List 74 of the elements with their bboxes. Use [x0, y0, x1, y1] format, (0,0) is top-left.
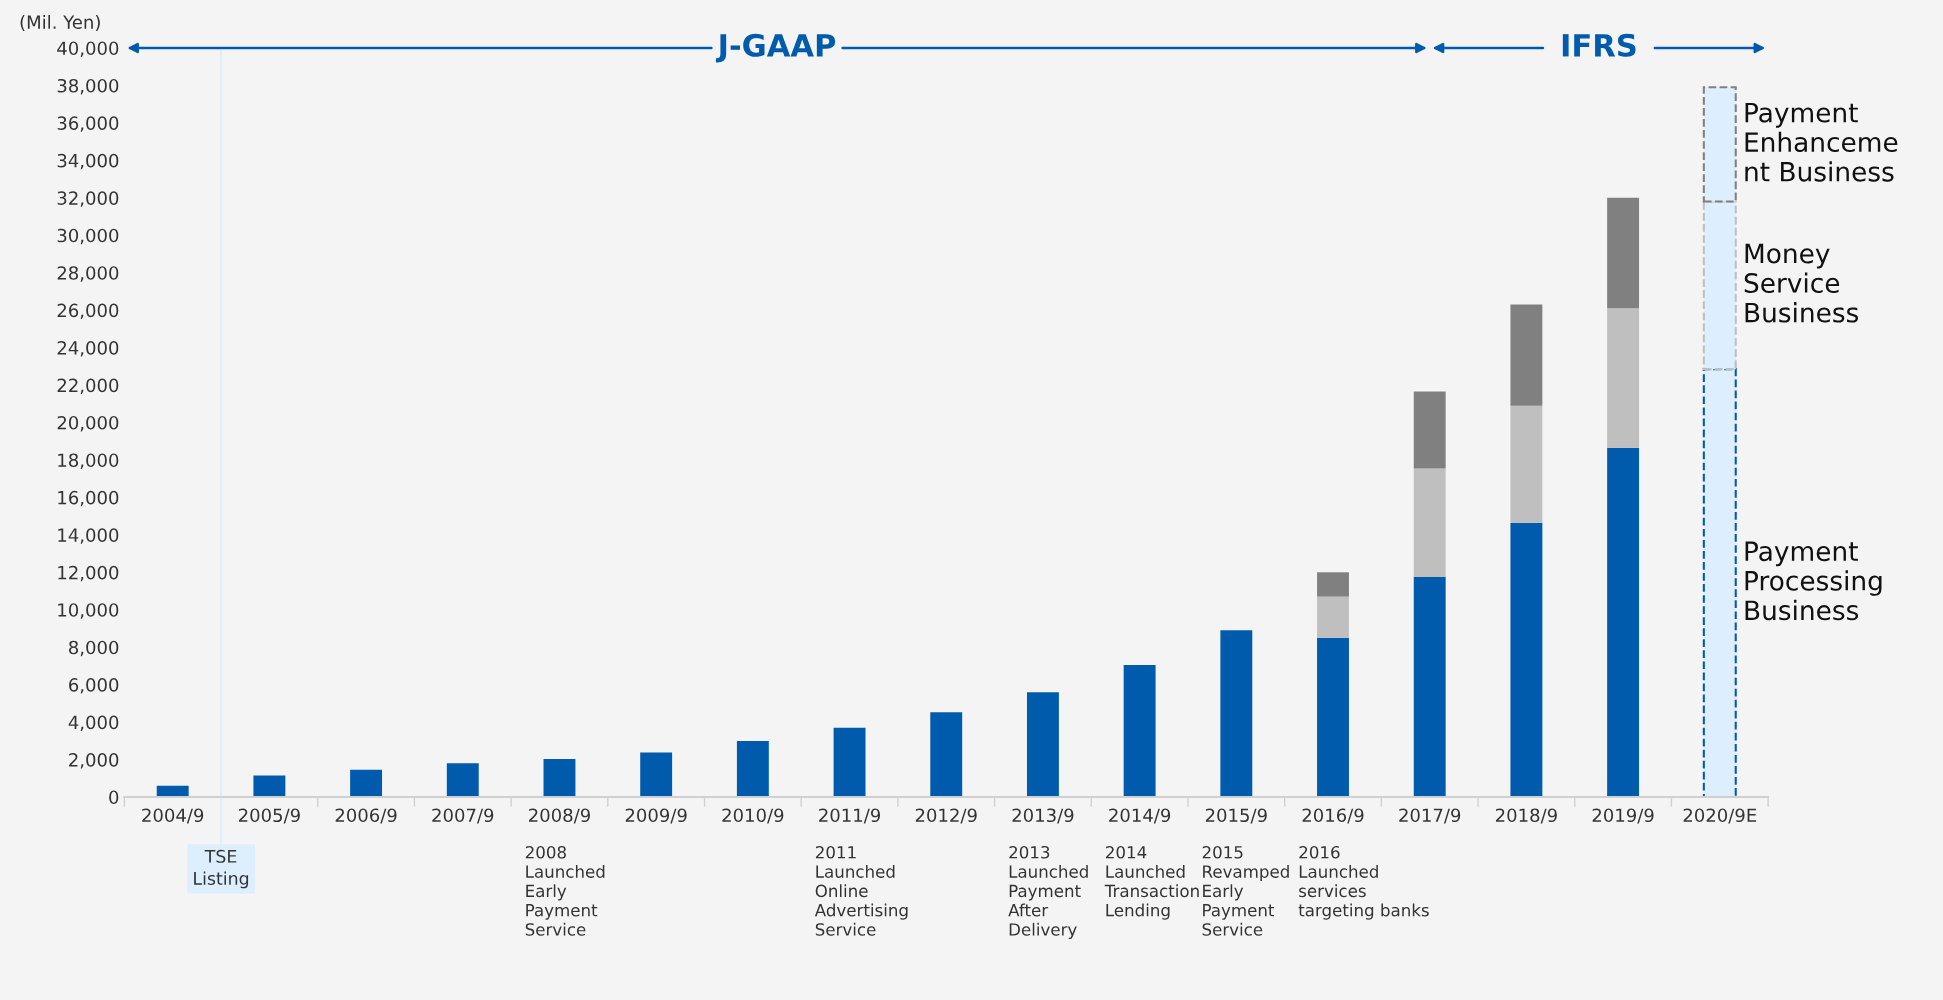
x-tick-label: 2010/9 — [722, 808, 784, 824]
y-tick-label: 34,000 — [57, 153, 119, 170]
y-tick-label: 6,000 — [69, 678, 119, 694]
y-tick-label: 24,000 — [57, 341, 119, 357]
y-tick-label: 2,000 — [69, 753, 119, 769]
x-tick-label: 2018/9 — [1495, 808, 1557, 824]
series-label: Payment Processing Business — [1745, 541, 1882, 621]
x-tick-label: 2012/9 — [915, 808, 977, 824]
y-tick-label: 26,000 — [57, 303, 119, 320]
y-tick-label: 10,000 — [58, 603, 119, 619]
x-tick-label: 2015/9 — [1205, 808, 1267, 824]
y-tick-label: 38,000 — [57, 78, 119, 95]
y-tick-label: 0 — [109, 790, 119, 805]
bar — [1607, 447, 1640, 797]
bar — [1317, 596, 1349, 638]
text: 2014 Launched Transaction Lending — [1104, 845, 1199, 920]
x-tick-label: 2007/9 — [432, 808, 494, 824]
bar — [1123, 664, 1156, 797]
bar — [1317, 572, 1349, 597]
x-tick-label: 2009/9 — [625, 808, 687, 824]
bar — [1026, 692, 1059, 797]
x-tick-label: 2008/9 — [529, 808, 590, 824]
y-tick-label: 32,000 — [57, 191, 119, 207]
x-tick-label: 2005/9 — [238, 808, 300, 824]
bar — [736, 741, 769, 797]
bar — [1607, 197, 1640, 309]
bar — [1510, 405, 1543, 523]
y-tick-label: 28,000 — [57, 266, 119, 282]
bar — [833, 727, 866, 797]
bar — [543, 758, 576, 797]
bar — [1413, 576, 1446, 797]
y-tick-label: 22,000 — [57, 378, 119, 395]
y-tick-label: 30,000 — [57, 228, 119, 245]
text: 2015 Revamped Early Payment Service — [1202, 845, 1289, 936]
x-tick-label: 2020/9E — [1683, 808, 1757, 824]
y-tick-label: 40,000 — [57, 41, 119, 57]
text: 2011 Launched Online Advertising Service — [814, 845, 908, 936]
y-axis-title: (Mil. Yen) — [20, 15, 100, 32]
x-tick-label: 2004/9 — [142, 808, 204, 824]
annotation: IFRS — [1562, 33, 1636, 57]
x-tick-label: 2014/9 — [1109, 808, 1171, 824]
x-tick-label: 2019/9 — [1592, 808, 1654, 824]
y-tick-label: 12,000 — [58, 565, 119, 582]
y-tick-label: 14,000 — [58, 528, 119, 544]
bar — [350, 769, 383, 797]
y-tick-label: 18,000 — [58, 453, 119, 469]
y-tick-label: 20,000 — [57, 415, 119, 432]
y-tick-label: 36,000 — [57, 116, 119, 132]
bar — [1607, 308, 1640, 448]
bar — [1413, 468, 1446, 577]
x-tick-label: 2017/9 — [1399, 808, 1461, 824]
series-label: Money Service Business — [1744, 243, 1859, 323]
text: TSE Listing — [194, 849, 249, 889]
x-tick-label: 2006/9 — [335, 808, 397, 824]
bar — [253, 775, 286, 797]
bar — [640, 752, 673, 797]
bar — [446, 763, 479, 797]
y-tick-label: 8,000 — [69, 640, 119, 657]
bar — [1510, 522, 1543, 797]
x-tick-label: 2011/9 — [819, 808, 881, 824]
bar — [930, 712, 963, 797]
bar — [1510, 304, 1543, 406]
y-tick-label: 16,000 — [58, 490, 119, 507]
annotation: J-GAAP — [715, 33, 836, 63]
bar — [1317, 637, 1349, 797]
bar — [1413, 391, 1446, 469]
bar — [1220, 630, 1253, 797]
series-label: Payment Enhanceme nt Business — [1745, 102, 1898, 182]
text: 2013 Launched Payment After Delivery — [1008, 845, 1088, 939]
text: 2016 Launched services targeting banks — [1298, 845, 1429, 920]
x-tick-label: 2016/9 — [1302, 808, 1364, 824]
x-tick-label: 2013/9 — [1012, 808, 1074, 824]
y-tick-label: 4,000 — [68, 715, 119, 732]
text: 2008 Launched Early Payment Service — [525, 845, 605, 936]
